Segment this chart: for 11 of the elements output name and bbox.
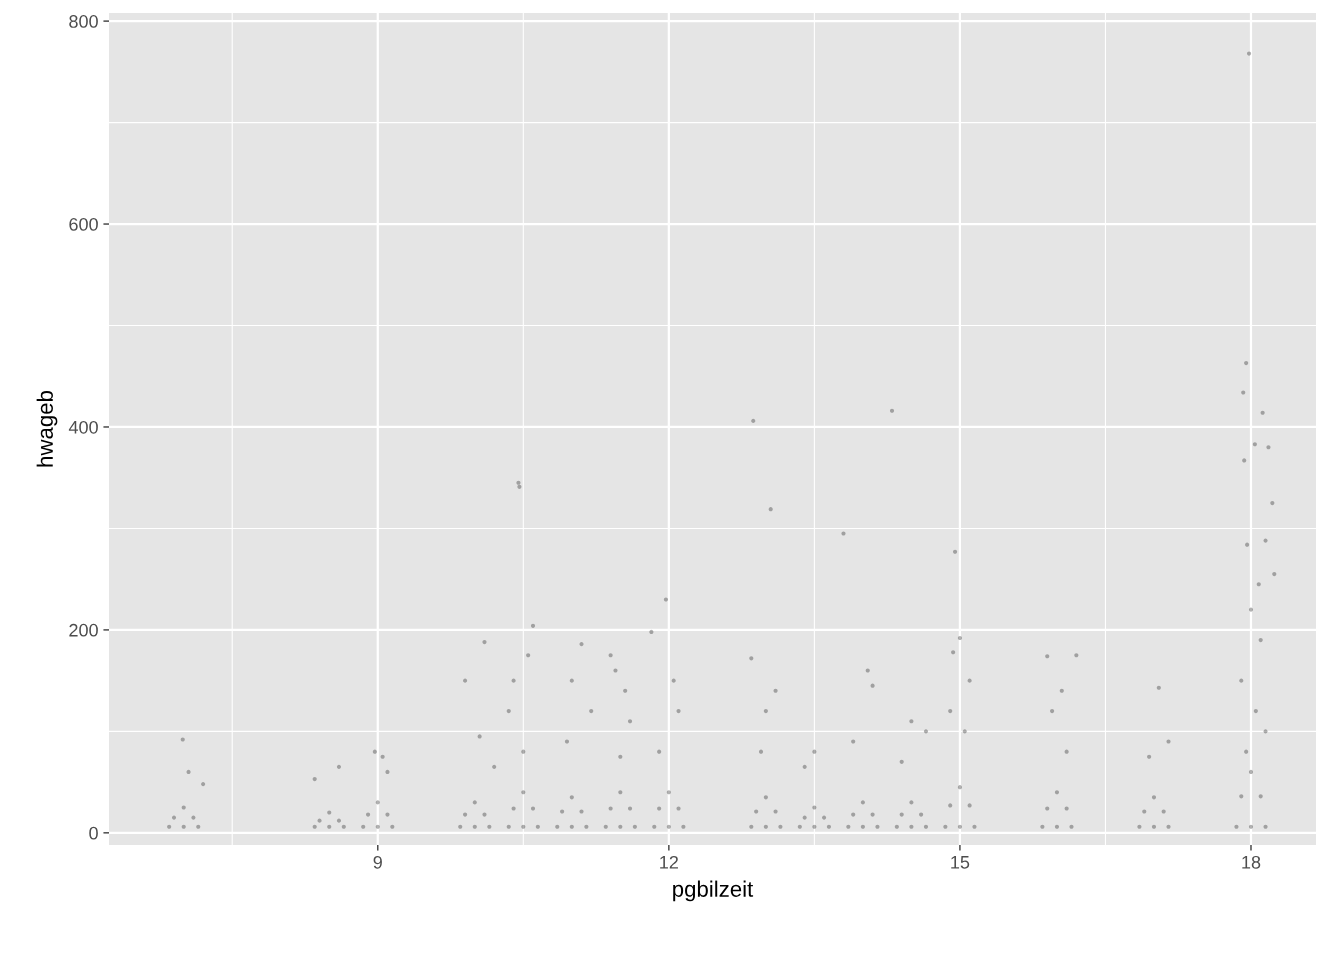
- y-tick-label: 0: [89, 826, 98, 840]
- y-tick-label: 800: [69, 15, 98, 28]
- x-tick-label: 18: [1242, 855, 1261, 869]
- x-tick-label: 15: [951, 856, 970, 869]
- y-tick-label: 600: [69, 217, 98, 231]
- x-tick-label: 9: [373, 855, 382, 869]
- y-axis-title: hwageb: [36, 391, 58, 467]
- x-axis-title: pgbilzeit: [673, 880, 754, 902]
- y-tick-label: 400: [68, 420, 98, 434]
- x-tick-label: 12: [660, 855, 678, 869]
- y-tick-label: 200: [69, 623, 98, 637]
